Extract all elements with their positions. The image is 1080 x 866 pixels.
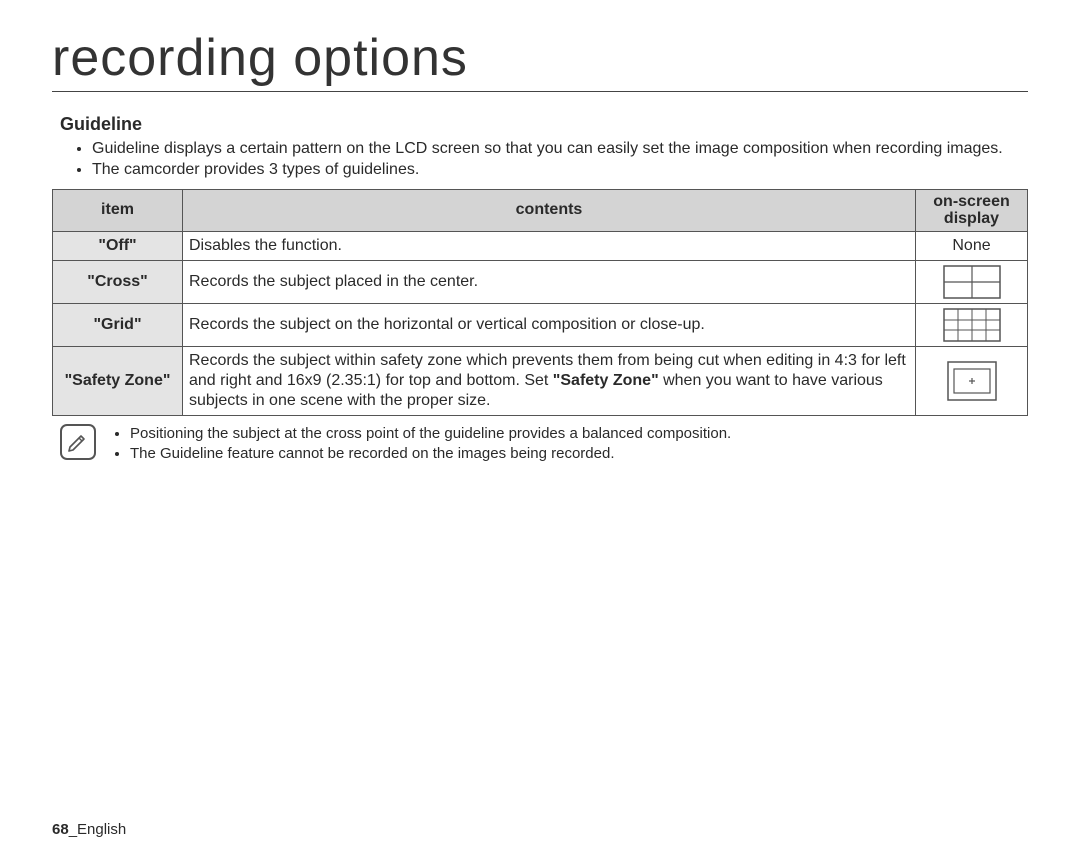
item-cell: "Cross" [53, 261, 183, 304]
osd-cell: None [916, 232, 1028, 261]
col-item: item [53, 189, 183, 232]
intro-item: Guideline displays a certain pattern on … [92, 139, 1028, 160]
contents-cell: Disables the function. [183, 232, 916, 261]
table-row: "Cross" Records the subject placed in th… [53, 261, 1028, 304]
page-title: recording options [52, 30, 1028, 92]
pencil-note-icon [66, 430, 90, 454]
intro-list: Guideline displays a certain pattern on … [92, 139, 1028, 181]
sz-bold: "Safety Zone" [553, 372, 659, 389]
note-block: Positioning the subject at the cross poi… [60, 424, 1028, 463]
table-row: "Grid" Records the subject on the horizo… [53, 304, 1028, 347]
osd-cell-cross [916, 261, 1028, 304]
note-item: Positioning the subject at the cross poi… [130, 424, 731, 444]
table-row: "Off" Disables the function. None [53, 232, 1028, 261]
contents-cell: Records the subject on the horizontal or… [183, 304, 916, 347]
footer-sep: _ [69, 821, 77, 838]
item-cell: "Grid" [53, 304, 183, 347]
note-icon [60, 424, 96, 460]
osd-cell-grid [916, 304, 1028, 347]
table-header-row: item contents on-screen display [53, 189, 1028, 232]
item-cell: "Off" [53, 232, 183, 261]
contents-cell: Records the subject placed in the center… [183, 261, 916, 304]
note-item: The Guideline feature cannot be recorded… [130, 444, 731, 464]
intro-item: The camcorder provides 3 types of guidel… [92, 160, 1028, 181]
contents-cell: Records the subject within safety zone w… [183, 347, 916, 416]
guideline-table: item contents on-screen display "Off" Di… [52, 189, 1028, 417]
osd-cell-safety [916, 347, 1028, 416]
page-number: 68 [52, 821, 69, 838]
grid-icon [943, 308, 1001, 342]
notes-list: Positioning the subject at the cross poi… [130, 424, 731, 463]
footer-lang: English [77, 821, 126, 838]
cross-icon [943, 265, 1001, 299]
col-osd: on-screen display [916, 189, 1028, 232]
col-contents: contents [183, 189, 916, 232]
table-row: "Safety Zone" Records the subject within… [53, 347, 1028, 416]
page-footer: 68_English [52, 821, 126, 838]
item-cell: "Safety Zone" [53, 347, 183, 416]
section-heading: Guideline [60, 114, 1028, 135]
safety-zone-icon [947, 361, 997, 401]
